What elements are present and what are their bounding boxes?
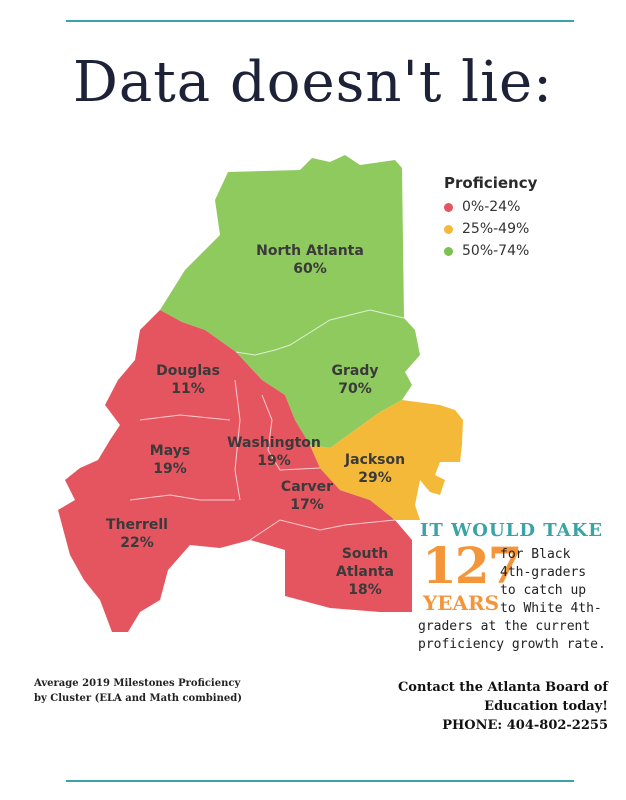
- region-value: 29%: [358, 470, 392, 486]
- callout-rest-text: graders at the current proficiency growt…: [418, 619, 606, 652]
- legend-label: 50%-74%: [462, 243, 530, 259]
- region-name: North Atlanta: [256, 243, 364, 259]
- top-divider: [66, 20, 574, 22]
- region-name: Carver: [280, 479, 334, 495]
- region-name: Douglas: [156, 363, 220, 379]
- callout-unit: YEARS: [423, 591, 500, 615]
- map-region-orange: [310, 400, 463, 520]
- legend-item: 0%-24%: [444, 196, 537, 218]
- contact-line-2: Education today!: [484, 699, 608, 714]
- region-value: 17%: [290, 497, 324, 513]
- region-value: 19%: [153, 461, 187, 477]
- region-label-douglas: Douglas 11%: [143, 362, 233, 398]
- region-name: South Atlanta: [336, 546, 394, 580]
- region-label-carver: Carver 17%: [262, 478, 352, 514]
- map-boundary: [249, 519, 396, 541]
- legend-item: 25%-49%: [444, 218, 537, 240]
- legend: Proficiency 0%-24% 25%-49% 50%-74%: [444, 174, 537, 262]
- map-boundary: [139, 414, 231, 421]
- region-value: 70%: [338, 381, 372, 397]
- region-name: Therrell: [106, 517, 168, 533]
- region-name: Mays: [149, 443, 191, 459]
- callout-number: 127: [422, 536, 522, 595]
- region-name: Washington: [227, 435, 321, 451]
- region-label-grady: Grady 70%: [310, 362, 400, 398]
- map-boundary: [129, 494, 235, 501]
- contact-line-1: Contact the Atlanta Board of: [397, 680, 608, 695]
- map-region-green: [160, 155, 420, 448]
- region-label-south-atlanta: South Atlanta 18%: [330, 545, 400, 599]
- bottom-divider: [66, 780, 574, 782]
- region-label-north-atlanta: North Atlanta 60%: [245, 242, 375, 278]
- map-boundary: [261, 394, 321, 471]
- region-value: 11%: [171, 381, 205, 397]
- contact-phone: PHONE: 404-802-2255: [442, 718, 608, 733]
- legend-label: 25%-49%: [462, 221, 530, 237]
- region-value: 18%: [348, 582, 382, 598]
- headline: Data doesn't lie:: [72, 50, 553, 115]
- callout-heading: IT WOULD TAKE: [420, 520, 603, 541]
- region-name: Jackson: [344, 452, 406, 468]
- legend-dot-icon: [444, 246, 453, 256]
- region-value: 22%: [120, 535, 154, 551]
- legend-dot-icon: [444, 224, 453, 234]
- map-boundary: [235, 309, 405, 356]
- region-label-mays: Mays 19%: [125, 442, 215, 478]
- region-label-jackson: Jackson 29%: [330, 451, 420, 487]
- region-name: Grady: [331, 363, 379, 379]
- legend-label: 0%-24%: [462, 199, 521, 215]
- region-value: 19%: [257, 453, 291, 469]
- map-caption: Average 2019 Milestones Proficiency by C…: [34, 678, 242, 704]
- region-label-washington: Washington 19%: [222, 434, 326, 470]
- callout-side-text: for Black 4th-graders to catch up to Whi…: [500, 547, 602, 616]
- legend-item: 50%-74%: [444, 240, 537, 262]
- region-value: 60%: [293, 261, 327, 277]
- legend-dot-icon: [444, 202, 453, 212]
- map-boundary: [234, 379, 241, 501]
- region-label-therrell: Therrell 22%: [92, 516, 182, 552]
- legend-title: Proficiency: [444, 174, 538, 192]
- contact-block: Contact the Atlanta Board of Education t…: [398, 678, 608, 735]
